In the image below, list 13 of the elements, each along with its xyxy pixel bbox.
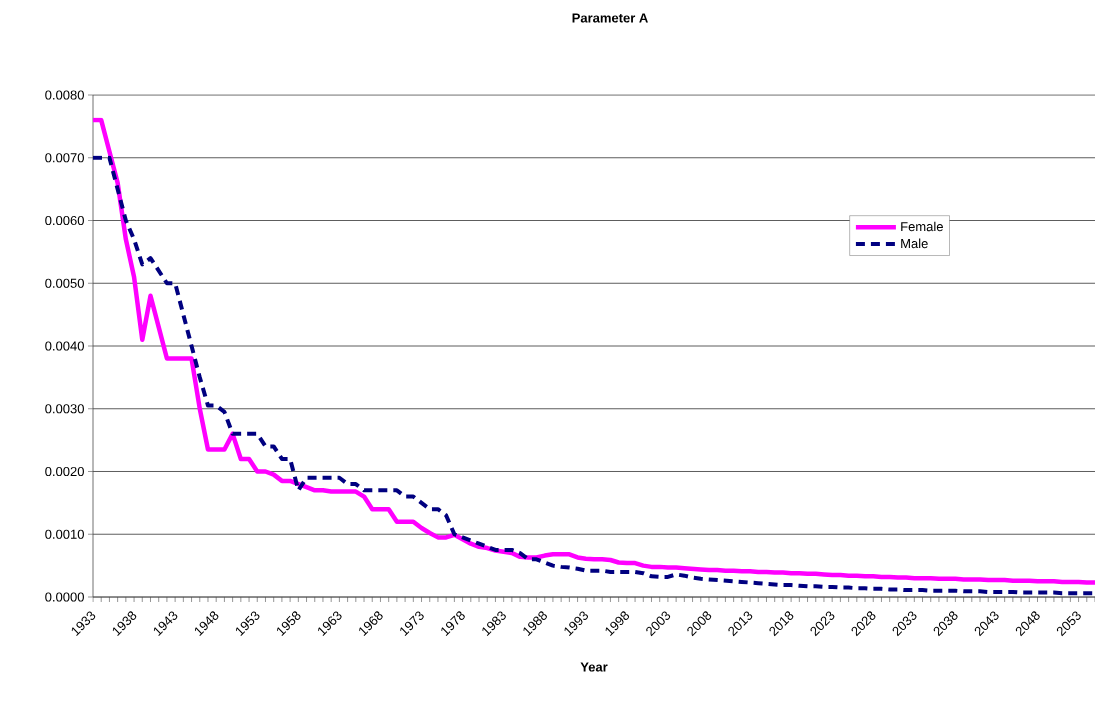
legend-label: Female (901, 221, 943, 232)
y-tick-label: 0.0050 (45, 278, 84, 288)
x-axis-title: Year (580, 662, 608, 672)
y-tick-label: 0.0080 (45, 90, 84, 100)
y-tick-label: 0.0060 (45, 215, 84, 226)
y-tick-label: 0.0020 (45, 466, 84, 477)
y-tick-label: 0.0040 (45, 341, 84, 351)
legend-label: Male (901, 238, 928, 249)
chart-title: Parameter A (572, 13, 648, 23)
y-tick-label: 0.0030 (45, 404, 84, 414)
y-tick-label: 0.0070 (45, 153, 84, 163)
y-tick-label: 0.0010 (45, 529, 84, 539)
y-tick-label: 0.0000 (45, 592, 84, 602)
